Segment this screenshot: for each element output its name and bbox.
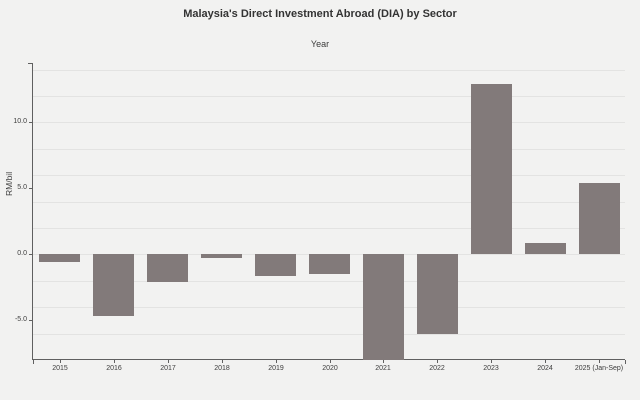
x-axis-tick: [330, 360, 331, 363]
x-axis-tick: [599, 360, 600, 363]
gridline: [33, 148, 625, 150]
x-tick-label-2021: 2021: [375, 365, 391, 372]
x-axis-tick: [60, 360, 61, 363]
x-axis-tick: [276, 360, 277, 363]
x-axis-tick: [383, 360, 384, 363]
y-axis-tick: [29, 320, 32, 322]
x-axis-tick: [222, 360, 223, 363]
x-tick-label-2022: 2022: [429, 365, 445, 372]
bar-2024: [525, 242, 566, 255]
y-tick-label-10.0: 10.0: [13, 118, 27, 126]
x-axis-endcap: [625, 360, 626, 364]
x-axis-title: Year: [310, 39, 330, 49]
x-axis-tick: [437, 360, 438, 363]
gridline: [33, 96, 625, 97]
x-tick-label-2017: 2017: [160, 365, 176, 372]
y-tick-label-5.0: 5.0: [17, 184, 27, 192]
y-axis-tick: [29, 188, 32, 190]
x-tick-label-2019: 2019: [268, 365, 284, 372]
x-tick-label-2023: 2023: [483, 365, 499, 372]
chart-title: Malaysia's Direct Investment Abroad (DIA…: [183, 8, 457, 20]
x-tick-label-2016: 2016: [106, 365, 122, 372]
bar-2021: [363, 254, 404, 360]
bar-2018: [201, 254, 242, 259]
y-axis-tick: [29, 122, 32, 124]
bar-2016: [93, 254, 134, 317]
y-tick-label-0.0: 0.0: [17, 250, 27, 258]
x-axis-tick: [491, 360, 492, 363]
gridline: [33, 69, 625, 71]
x-axis-tick: [114, 360, 115, 363]
x-tick-label-2025 (Jan-Sep): 2025 (Jan-Sep): [574, 365, 624, 372]
gridline: [33, 175, 625, 177]
plot-area: 2015 2016 2017 2018 2019 2020 2021 2022 2023 2024…: [13, 63, 626, 372]
x-tick-label-2015: 2015: [52, 365, 68, 372]
bar-2023: [471, 84, 512, 255]
gridline: [33, 333, 625, 335]
bar-2015: [39, 254, 80, 263]
bar-2017: [147, 254, 188, 283]
x-tick-label-2020: 2020: [322, 365, 338, 372]
x-tick-label-2024: 2024: [537, 365, 553, 372]
y-tick-label--5.0: -5.0: [14, 316, 27, 324]
gridline: [33, 228, 625, 229]
gridline: [33, 122, 625, 124]
bar-2020: [309, 254, 350, 275]
x-axis-endcap: [33, 360, 34, 364]
gridline: [33, 307, 625, 309]
x-axis-tick: [168, 360, 169, 363]
gridline: [33, 280, 625, 282]
bar-2019: [255, 254, 296, 276]
x-axis-tick: [545, 360, 546, 363]
x-tick-label-2018: 2018: [214, 365, 230, 372]
bar-2025 (Jan-Sep): [579, 183, 620, 255]
y-axis-endcap: [28, 63, 32, 64]
gridline: [33, 201, 625, 203]
y-axis-tick: [29, 254, 32, 256]
bar-2022: [417, 254, 458, 334]
